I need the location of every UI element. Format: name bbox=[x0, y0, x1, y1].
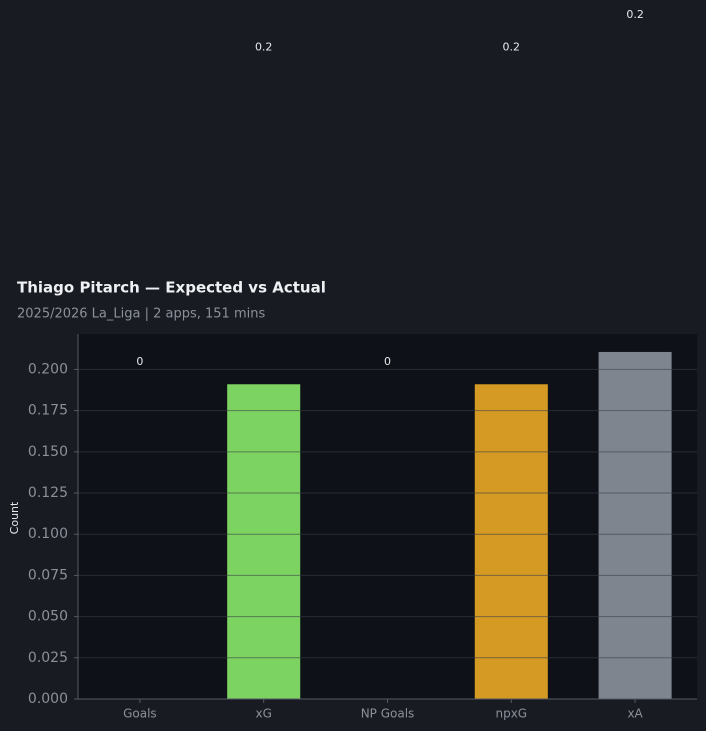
y-tick-label: 0.075 bbox=[28, 567, 68, 583]
value-label: 0.2 bbox=[626, 8, 644, 21]
bar bbox=[474, 384, 548, 699]
y-tick-label: 0.200 bbox=[28, 361, 68, 377]
x-tick-label: Goals bbox=[123, 707, 157, 721]
x-tick-label: npxG bbox=[495, 707, 527, 721]
value-label: 0.2 bbox=[503, 40, 521, 53]
bar bbox=[227, 384, 301, 699]
chart-title: Thiago Pitarch — Expected vs Actual bbox=[17, 279, 326, 297]
plot-area bbox=[78, 334, 697, 699]
value-label: 0 bbox=[384, 355, 391, 368]
y-tick-label: 0.025 bbox=[28, 650, 68, 666]
bar bbox=[598, 351, 672, 699]
y-tick-label: 0.100 bbox=[28, 526, 68, 542]
y-tick-label: 0.000 bbox=[28, 691, 68, 707]
x-tick-label: xG bbox=[255, 707, 271, 721]
value-label: 0 bbox=[136, 355, 143, 368]
value-label: 0.2 bbox=[255, 40, 273, 53]
y-tick-label: 0.150 bbox=[28, 444, 68, 460]
y-tick-label: 0.050 bbox=[28, 609, 68, 625]
y-tick-label: 0.175 bbox=[28, 403, 68, 419]
y-tick-label: 0.125 bbox=[28, 485, 68, 501]
x-tick-label: NP Goals bbox=[361, 707, 415, 721]
x-tick-label: xA bbox=[627, 707, 643, 721]
y-axis-label: Count bbox=[8, 501, 21, 534]
chart-subtitle: 2025/2026 La_Liga | 2 apps, 151 mins bbox=[17, 307, 265, 322]
